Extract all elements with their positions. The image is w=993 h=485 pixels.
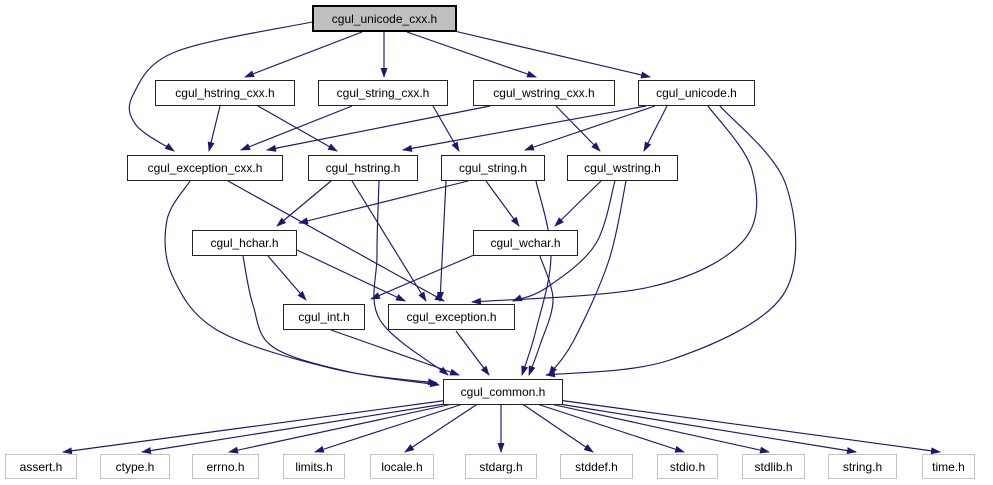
node-stddef-h[interactable]: stddef.h bbox=[560, 454, 633, 479]
node-label: cgul_unicode_cxx.h bbox=[331, 11, 438, 26]
node-label: errno.h bbox=[206, 459, 245, 474]
node-label: cgul_int.h bbox=[298, 310, 350, 324]
node-label: cgul_hstring_cxx.h bbox=[175, 86, 275, 100]
node-label: cgul_common.h bbox=[460, 385, 546, 399]
node-hchar[interactable]: cgul_hchar.h bbox=[192, 230, 297, 256]
node-label: cgul_string_cxx.h bbox=[336, 86, 430, 100]
edge-common-to-stdio-h bbox=[533, 402, 685, 453]
node-label: cgul_exception_cxx.h bbox=[147, 161, 263, 175]
node-label: time.h bbox=[932, 459, 965, 474]
edge-common-to-time-h bbox=[557, 399, 941, 455]
edge-string-cxx-to-exception-cxx bbox=[240, 105, 353, 151]
edge-exception-cxx-to-exception bbox=[227, 180, 445, 302]
edge-unicode-to-exception bbox=[471, 105, 758, 305]
node-wstring-cxx[interactable]: cgul_wstring_cxx.h bbox=[473, 80, 615, 106]
edge-unicode-cxx-to-wstring-cxx bbox=[406, 31, 537, 78]
node-stdio-h[interactable]: stdio.h bbox=[657, 454, 718, 479]
edge-hstring-to-exception bbox=[351, 180, 427, 302]
node-time-h[interactable]: time.h bbox=[922, 454, 975, 479]
node-label: string.h bbox=[842, 459, 883, 474]
edge-unicode-to-common bbox=[545, 105, 797, 378]
edge-hchar-to-common bbox=[242, 255, 438, 386]
edge-common-to-stdlib-h bbox=[545, 402, 770, 454]
node-label: locale.h bbox=[381, 459, 423, 474]
edge-unicode-cxx-to-hstring-cxx bbox=[244, 31, 363, 78]
edge-hchar-to-int bbox=[267, 255, 307, 301]
node-stdarg-h[interactable]: stdarg.h bbox=[465, 454, 537, 479]
edge-common-to-locale-h bbox=[404, 402, 480, 453]
node-label: stddef.h bbox=[575, 459, 618, 474]
node-label: cgul_wchar.h bbox=[490, 236, 561, 250]
node-exception-cxx[interactable]: cgul_exception_cxx.h bbox=[127, 155, 283, 181]
edge-string-to-exception bbox=[436, 180, 447, 302]
node-exception[interactable]: cgul_exception.h bbox=[388, 304, 515, 330]
edge-wstring-to-common bbox=[548, 180, 627, 376]
node-label: assert.h bbox=[19, 459, 63, 474]
edge-common-to-ctype-h bbox=[141, 402, 452, 455]
node-wstring[interactable]: cgul_wstring.h bbox=[567, 155, 678, 181]
node-unicode-cxx[interactable]: cgul_unicode_cxx.h bbox=[312, 5, 457, 32]
edge-hstring-to-common bbox=[373, 180, 449, 376]
edge-hstring-cxx-to-hstring bbox=[257, 105, 338, 152]
node-label: ctype.h bbox=[115, 459, 155, 474]
edge-string-cxx-to-string bbox=[432, 105, 460, 152]
edge-wstring-cxx-to-exception-cxx bbox=[266, 105, 491, 152]
edge-wchar-to-int bbox=[370, 254, 475, 300]
edge-string-to-wchar bbox=[485, 180, 520, 227]
node-label: cgul_hchar.h bbox=[210, 236, 279, 250]
node-label: stdarg.h bbox=[479, 459, 523, 474]
edge-wstring-to-exception bbox=[512, 180, 616, 302]
edge-unicode-cxx-to-exception-cxx bbox=[128, 21, 313, 152]
node-limits-h[interactable]: limits.h bbox=[283, 454, 345, 479]
node-label: cgul_string.h bbox=[458, 161, 528, 175]
node-label: cgul_hstring.h bbox=[325, 161, 401, 175]
node-label: cgul_unicode.h bbox=[656, 86, 737, 100]
edge-int-to-common bbox=[330, 329, 460, 376]
node-string-cxx[interactable]: cgul_string_cxx.h bbox=[318, 80, 448, 106]
edge-hstring-cxx-to-exception-cxx bbox=[207, 105, 221, 152]
edge-wstring-cxx-to-wstring bbox=[555, 105, 601, 152]
node-common[interactable]: cgul_common.h bbox=[443, 379, 563, 405]
edge-exception-cxx-to-common bbox=[164, 180, 440, 388]
edge-wstring-to-wchar bbox=[554, 180, 602, 227]
node-stdlib-h[interactable]: stdlib.h bbox=[742, 454, 805, 479]
node-label: stdio.h bbox=[669, 459, 706, 474]
node-label: cgul_exception.h bbox=[406, 310, 497, 324]
edge-common-to-stddef-h bbox=[520, 402, 594, 453]
edge-unicode-to-string bbox=[524, 105, 656, 151]
node-label: cgul_wstring.h bbox=[584, 161, 661, 175]
node-int[interactable]: cgul_int.h bbox=[283, 304, 365, 330]
edge-wchar-to-common bbox=[528, 255, 554, 376]
node-ctype-h[interactable]: ctype.h bbox=[100, 454, 170, 479]
node-hstring[interactable]: cgul_hstring.h bbox=[308, 155, 418, 181]
edge-exception-to-common bbox=[455, 330, 490, 376]
node-locale-h[interactable]: locale.h bbox=[370, 454, 434, 479]
node-string[interactable]: cgul_string.h bbox=[441, 155, 545, 181]
edge-unicode-cxx-to-unicode bbox=[449, 29, 651, 79]
edge-common-to-errno-h bbox=[228, 402, 458, 454]
edge-hchar-to-exception bbox=[296, 249, 406, 302]
edge-hstring-to-hchar bbox=[276, 180, 332, 227]
node-label: cgul_wstring_cxx.h bbox=[493, 86, 595, 100]
edge-unicode-to-hstring bbox=[402, 105, 647, 152]
node-label: stdlib.h bbox=[754, 459, 793, 474]
node-assert-h[interactable]: assert.h bbox=[5, 454, 77, 479]
node-wchar[interactable]: cgul_wchar.h bbox=[473, 230, 578, 256]
node-errno-h[interactable]: errno.h bbox=[192, 454, 259, 479]
edge-unicode-to-wstring bbox=[643, 105, 668, 152]
edge-common-to-assert-h bbox=[62, 399, 450, 455]
edge-common-to-limits-h bbox=[314, 402, 467, 453]
node-hstring-cxx[interactable]: cgul_hstring_cxx.h bbox=[155, 80, 295, 106]
edge-string-to-hchar bbox=[298, 180, 469, 225]
node-label: limits.h bbox=[295, 459, 333, 474]
edge-string-to-common bbox=[521, 180, 552, 376]
edge-common-to-string-h bbox=[552, 402, 857, 455]
node-string-h[interactable]: string.h bbox=[828, 454, 897, 479]
node-unicode[interactable]: cgul_unicode.h bbox=[638, 80, 755, 106]
